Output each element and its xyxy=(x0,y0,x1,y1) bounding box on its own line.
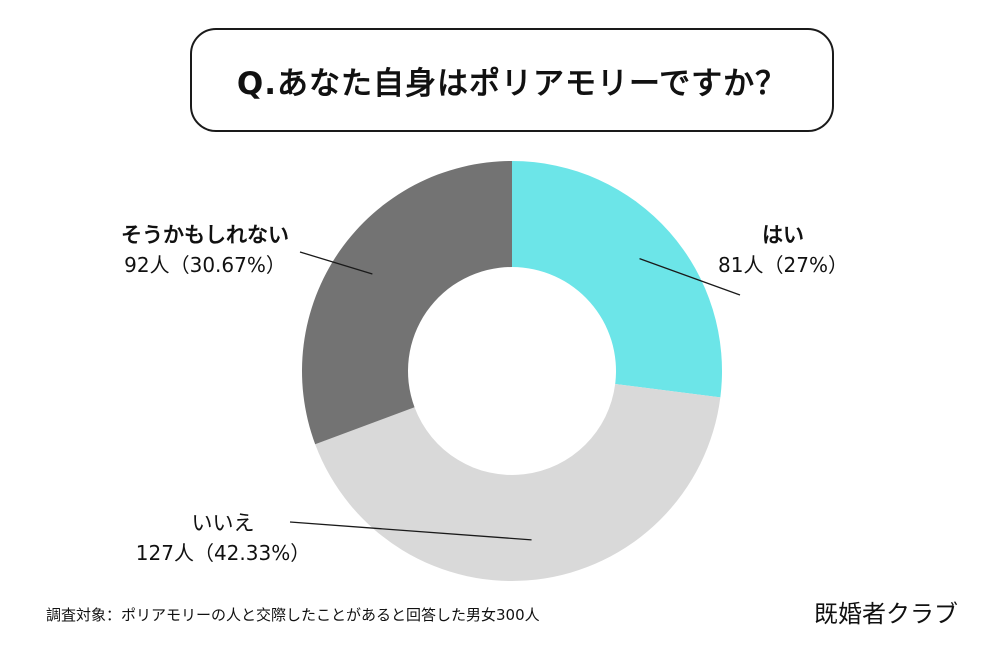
slice-value-iie: 127人（42.33%） xyxy=(135,541,311,565)
brand-name: 既婚者クラブ xyxy=(814,600,958,628)
leader-line-hai xyxy=(639,257,741,296)
slice-label-hai: はい 81人（27%） xyxy=(718,220,848,280)
leader-line-iie xyxy=(289,521,532,541)
slice-name-maybe: そうかもしれない xyxy=(121,223,289,247)
question-title: Q.あなた自身はポリアモリーですか？ xyxy=(236,65,788,102)
slice-label-iie: いいえ 127人（42.33%） xyxy=(128,508,318,568)
leader-lines xyxy=(289,251,741,541)
slice-maybe xyxy=(302,161,512,445)
leader-line-maybe xyxy=(299,251,373,275)
slice-label-maybe: そうかもしれない 92人（30.67%） xyxy=(90,220,320,280)
slice-value-hai: 81人（27%） xyxy=(718,253,848,277)
slice-name-iie: いいえ xyxy=(191,511,255,535)
donut-slices xyxy=(302,161,723,582)
question-title-box: Q.あなた自身はポリアモリーですか？ xyxy=(190,28,834,132)
slice-hai xyxy=(512,161,723,398)
slice-name-hai: はい xyxy=(762,223,804,247)
survey-footnote: 調査対象：ポリアモリーの人と交際したことがあると回答した男女300人 xyxy=(46,606,540,624)
slice-value-maybe: 92人（30.67%） xyxy=(124,253,286,277)
